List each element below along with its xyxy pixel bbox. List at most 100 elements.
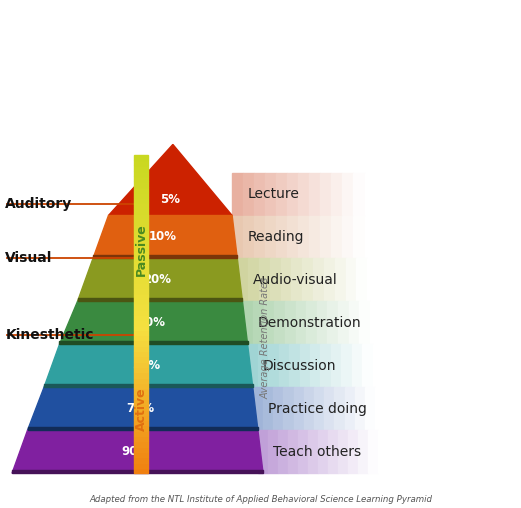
- Polygon shape: [254, 215, 265, 259]
- Polygon shape: [444, 301, 455, 344]
- Bar: [134, 394, 148, 399]
- Text: Kinesthetic: Kinesthetic: [5, 328, 94, 342]
- Polygon shape: [437, 387, 446, 430]
- Polygon shape: [421, 259, 432, 301]
- Polygon shape: [406, 387, 416, 430]
- Bar: [134, 415, 148, 420]
- Polygon shape: [362, 344, 373, 387]
- Polygon shape: [438, 430, 448, 473]
- Bar: [134, 288, 148, 293]
- Polygon shape: [477, 344, 487, 387]
- Text: 10%: 10%: [148, 231, 177, 243]
- Polygon shape: [254, 173, 265, 215]
- Polygon shape: [465, 301, 476, 344]
- Polygon shape: [398, 215, 408, 259]
- Bar: [134, 431, 148, 436]
- Bar: [134, 192, 148, 197]
- Bar: [134, 362, 148, 367]
- Text: Lecture: Lecture: [247, 187, 300, 201]
- Polygon shape: [295, 301, 306, 344]
- Polygon shape: [448, 430, 458, 473]
- Polygon shape: [324, 259, 334, 301]
- Polygon shape: [309, 215, 320, 259]
- Polygon shape: [487, 344, 498, 387]
- Text: 5%: 5%: [160, 193, 180, 206]
- Polygon shape: [408, 430, 418, 473]
- Polygon shape: [456, 344, 466, 387]
- Polygon shape: [464, 215, 475, 259]
- Polygon shape: [276, 173, 287, 215]
- Polygon shape: [365, 173, 376, 215]
- Bar: [134, 261, 148, 266]
- Bar: [134, 447, 148, 452]
- Bar: [134, 266, 148, 271]
- Polygon shape: [375, 387, 386, 430]
- Bar: [134, 176, 148, 181]
- Polygon shape: [273, 387, 283, 430]
- Polygon shape: [300, 344, 310, 387]
- Bar: [134, 197, 148, 203]
- Polygon shape: [476, 301, 487, 344]
- Polygon shape: [486, 173, 497, 215]
- Bar: [134, 399, 148, 404]
- Bar: [134, 250, 148, 256]
- Polygon shape: [387, 215, 398, 259]
- Polygon shape: [299, 173, 309, 215]
- Polygon shape: [359, 301, 370, 344]
- Polygon shape: [265, 173, 276, 215]
- Polygon shape: [287, 215, 299, 259]
- Bar: [134, 282, 148, 288]
- Polygon shape: [12, 470, 263, 473]
- Polygon shape: [281, 259, 291, 301]
- Bar: [134, 457, 148, 463]
- Polygon shape: [477, 387, 488, 430]
- Polygon shape: [420, 173, 431, 215]
- Polygon shape: [258, 344, 268, 387]
- Polygon shape: [276, 215, 287, 259]
- Polygon shape: [465, 259, 476, 301]
- Polygon shape: [433, 301, 444, 344]
- Polygon shape: [253, 387, 263, 430]
- Bar: [134, 335, 148, 340]
- Polygon shape: [412, 301, 423, 344]
- Polygon shape: [306, 301, 317, 344]
- Polygon shape: [309, 173, 320, 215]
- Polygon shape: [458, 430, 468, 473]
- Text: Teach others: Teach others: [274, 445, 362, 459]
- Polygon shape: [338, 430, 348, 473]
- Polygon shape: [411, 259, 421, 301]
- Polygon shape: [328, 430, 338, 473]
- Polygon shape: [426, 387, 437, 430]
- Polygon shape: [443, 259, 454, 301]
- Bar: [134, 420, 148, 425]
- Bar: [134, 171, 148, 176]
- Polygon shape: [368, 430, 378, 473]
- Polygon shape: [398, 430, 408, 473]
- Polygon shape: [318, 430, 328, 473]
- Polygon shape: [487, 301, 498, 344]
- Polygon shape: [44, 344, 253, 387]
- Polygon shape: [320, 215, 331, 259]
- Polygon shape: [298, 430, 308, 473]
- Polygon shape: [285, 301, 295, 344]
- Polygon shape: [423, 301, 433, 344]
- Bar: [134, 224, 148, 229]
- Polygon shape: [370, 301, 380, 344]
- Polygon shape: [389, 259, 400, 301]
- Bar: [134, 372, 148, 377]
- Polygon shape: [242, 301, 253, 344]
- Bar: [134, 240, 148, 245]
- Bar: [134, 452, 148, 457]
- Polygon shape: [314, 387, 324, 430]
- Polygon shape: [304, 387, 314, 430]
- Bar: [134, 409, 148, 415]
- Bar: [134, 404, 148, 409]
- Polygon shape: [108, 144, 232, 215]
- Bar: [134, 277, 148, 282]
- Polygon shape: [78, 259, 242, 301]
- Text: 90%: 90%: [121, 445, 149, 458]
- Bar: [134, 218, 148, 224]
- Polygon shape: [488, 387, 498, 430]
- Bar: [134, 388, 148, 394]
- Polygon shape: [331, 215, 342, 259]
